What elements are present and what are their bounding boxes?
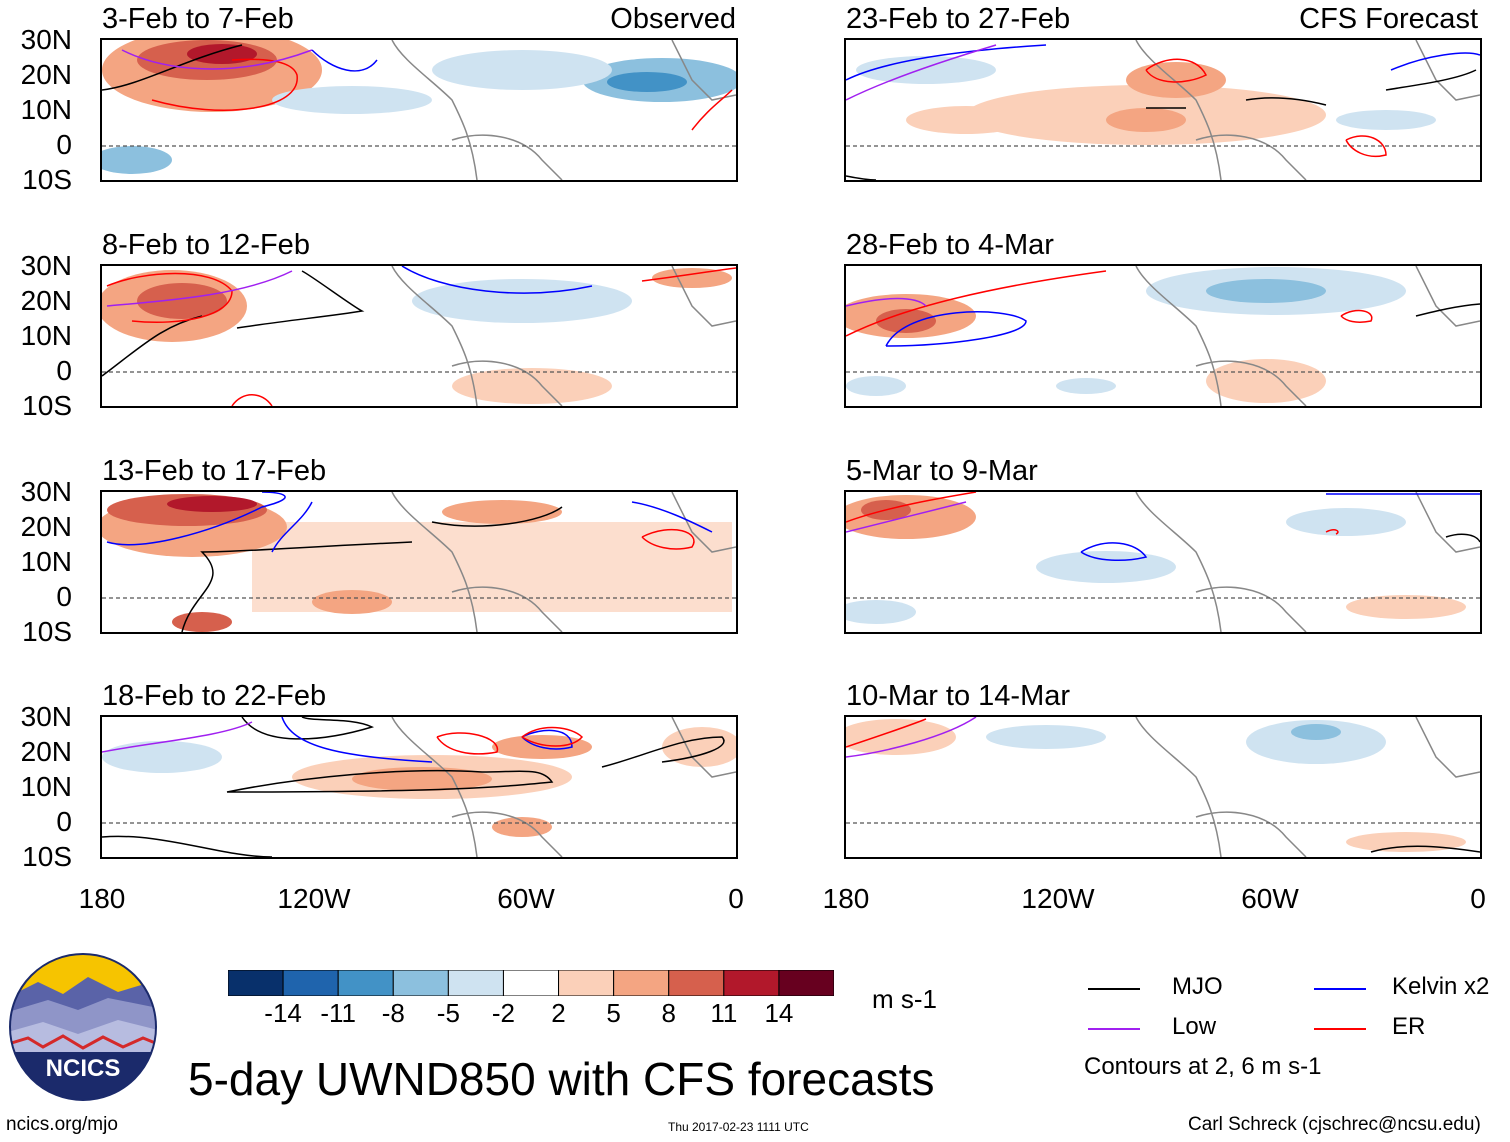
legend-line-er [1314, 1028, 1366, 1030]
logo-graphic: NCICS [9, 953, 157, 1101]
colorbar-swatches [228, 970, 834, 996]
main-title: 5-day UWND850 with CFS forecasts [188, 1053, 935, 1105]
map-panel [100, 715, 738, 859]
anomaly-map [846, 40, 1480, 180]
map-panel [844, 490, 1482, 634]
panel-title: 10-Mar to 14-Mar [846, 680, 1071, 712]
cfs-forecast-label: CFS Forecast [1299, 3, 1478, 35]
panel-title: 8-Feb to 12-Feb [102, 229, 310, 261]
anomaly-map [846, 717, 1480, 857]
colorbar-swatch [228, 970, 284, 996]
panel-title: 18-Feb to 22-Feb [102, 680, 327, 712]
logo-text: NCICS [46, 1055, 121, 1082]
lon-label: 120W [277, 883, 351, 914]
legend-line-kelvin [1314, 988, 1366, 990]
lat-label: 30N [20, 701, 72, 732]
colorbar-units: m s-1 [872, 984, 937, 1014]
lat-label: 20N [20, 59, 72, 90]
panel-title: 23-Feb to 27-Feb [846, 3, 1071, 35]
footer-timestamp: Thu 2017-02-23 1111 UTC [668, 1120, 809, 1134]
colorbar-tick-label: 11 [710, 998, 738, 1028]
lat-label: 10N [20, 94, 72, 125]
lat-label: 10S [22, 841, 72, 872]
colorbar-swatch [613, 970, 670, 996]
lat-label: 30N [20, 24, 72, 55]
lon-label: 120W [1021, 883, 1095, 914]
anomaly-map [846, 266, 1480, 406]
lon-label: 180 [78, 883, 126, 914]
map-panel [844, 264, 1482, 408]
panel-title: 13-Feb to 17-Feb [102, 455, 327, 487]
legend-label-kelvin: Kelvin x2 [1392, 973, 1490, 1000]
anomaly-map [102, 717, 736, 857]
panel-title: 28-Feb to 4-Mar [846, 229, 1054, 261]
lon-label: 0 [728, 883, 744, 914]
lat-label: 0 [56, 129, 72, 160]
legend-line-mjo [1088, 988, 1140, 990]
lat-label: 10S [22, 616, 72, 647]
lat-label: 10S [22, 164, 72, 195]
lat-label: 20N [20, 511, 72, 542]
lat-label: 0 [56, 581, 72, 612]
colorbar-swatch [447, 970, 504, 996]
lon-label: 0 [1470, 883, 1486, 914]
map-panel [844, 38, 1482, 182]
footer-author: Carl Schreck (cjschrec@ncsu.edu) [1188, 1114, 1481, 1135]
footer-url[interactable]: ncics.org/mjo [6, 1114, 118, 1135]
lat-label: 10N [20, 320, 72, 351]
legend-label-er: ER [1392, 1013, 1426, 1040]
anomaly-map [846, 492, 1480, 632]
colorbar-swatch [282, 970, 339, 996]
colorbar-swatch [337, 970, 394, 996]
lon-label: 60W [1241, 883, 1299, 914]
colorbar-tick-label: 2 [551, 998, 566, 1028]
colorbar-swatch [668, 970, 725, 996]
lat-label: 10N [20, 771, 72, 802]
panel-title: 5-Mar to 9-Mar [846, 455, 1038, 487]
colorbar-swatch [778, 970, 834, 996]
colorbar-tick-label: 14 [764, 998, 794, 1028]
lat-label: 10S [22, 390, 72, 421]
lat-label: 0 [56, 806, 72, 837]
colorbar-swatch [392, 970, 449, 996]
colorbar-tick-label: -8 [381, 998, 405, 1028]
lon-label: 60W [497, 883, 555, 914]
lat-label: 10N [20, 546, 72, 577]
map-panel [100, 264, 738, 408]
map-panel [100, 490, 738, 634]
anomaly-map [102, 266, 736, 406]
lat-label: 20N [20, 736, 72, 767]
colorbar-swatch [502, 970, 560, 996]
lat-label: 30N [20, 476, 72, 507]
legend-label-low: Low [1172, 1013, 1217, 1040]
lat-label: 0 [56, 355, 72, 386]
panel-title: 3-Feb to 7-Feb [102, 3, 294, 35]
observed-label: Observed [610, 3, 736, 35]
colorbar-tick-label: 8 [661, 998, 676, 1028]
anomaly-map [102, 492, 736, 632]
anomaly-map [102, 40, 736, 180]
lat-label: 30N [20, 250, 72, 281]
legend-label-mjo: MJO [1172, 973, 1223, 1000]
colorbar-tick-label: 5 [606, 998, 621, 1028]
colorbar-tick-label: -5 [436, 998, 460, 1028]
colorbar-tick-label: -11 [320, 998, 356, 1028]
map-panel [844, 715, 1482, 859]
lon-label: 180 [822, 883, 870, 914]
colorbar-tick-label: -14 [264, 998, 302, 1028]
ncics-logo: NCICS [8, 952, 158, 1102]
map-panel [100, 38, 738, 182]
colorbar-tick-label: -2 [491, 998, 516, 1028]
lat-label: 20N [20, 285, 72, 316]
legend-note: Contours at 2, 6 m s-1 [1084, 1053, 1322, 1080]
colorbar-swatch [558, 970, 615, 996]
legend-line-low [1088, 1028, 1140, 1030]
colorbar-swatch [723, 970, 780, 996]
